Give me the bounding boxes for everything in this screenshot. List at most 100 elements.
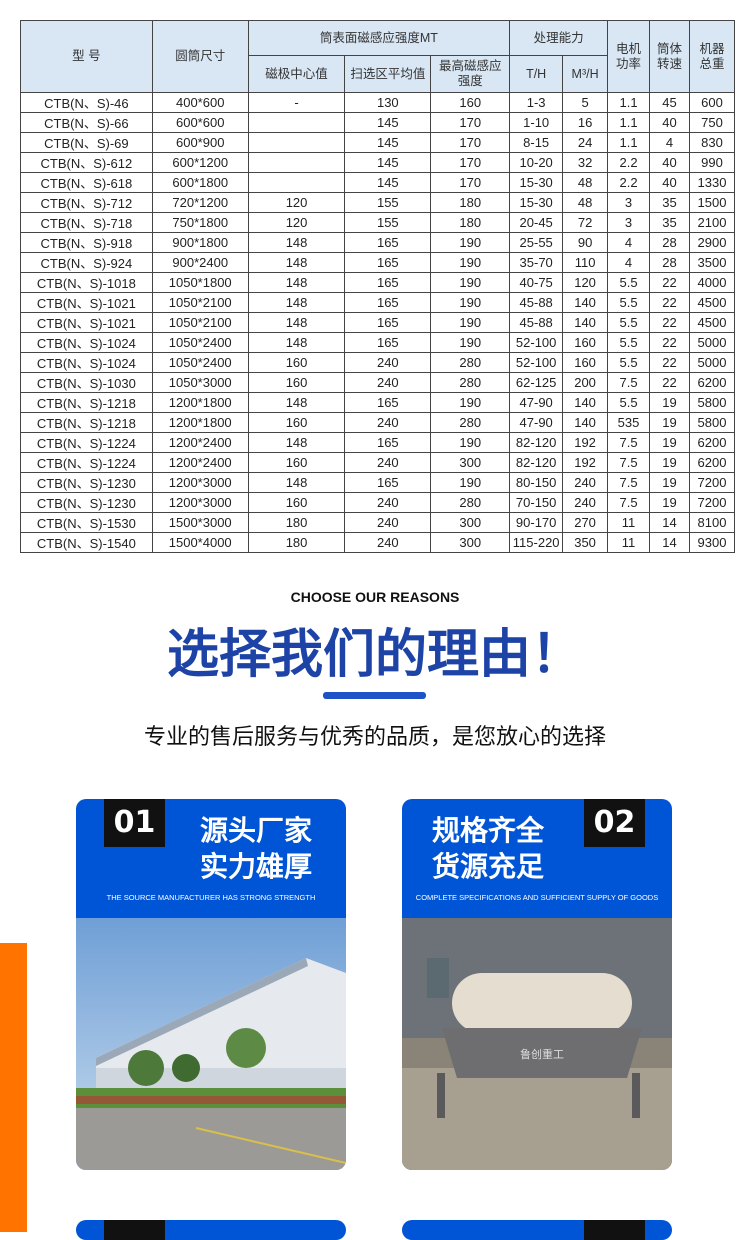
- table-cell: 45-88: [509, 312, 564, 333]
- header-avg: 扫选区平均值: [344, 55, 432, 93]
- table-cell: 240: [344, 452, 432, 473]
- table-cell: 2100: [688, 212, 736, 233]
- table-cell: 240: [344, 412, 432, 433]
- table-cell: 280: [430, 352, 511, 373]
- table-cell: 165: [344, 392, 432, 413]
- table-cell: 5800: [688, 412, 736, 433]
- header-m3h: M³/H: [562, 55, 609, 93]
- title-underline: [323, 692, 426, 699]
- table-cell: 7.5: [607, 432, 650, 453]
- table-cell: 190: [430, 312, 511, 333]
- table-cell: 5800: [688, 392, 736, 413]
- table-cell: CTB(N、S)-69: [20, 132, 153, 153]
- table-cell: 145: [344, 112, 432, 133]
- card-title: 源头厂家 实力雄厚: [200, 814, 313, 883]
- table-cell: 7.5: [607, 372, 650, 393]
- table-cell: 180: [430, 192, 511, 213]
- table-cell: 240: [344, 512, 432, 533]
- header-speed: 筒体转速: [649, 20, 690, 93]
- table-cell: 300: [430, 532, 511, 553]
- table-row: CTB(N、S)-1018 1050*1800 148 165 190 40-75 120 5…: [20, 272, 736, 293]
- table-cell: 130: [344, 92, 432, 113]
- table-row: CTB(N、S)-1530 1500*3000 180 240 300 90-170 270…: [20, 512, 736, 533]
- reason-card-2: 02 规格齐全 货源充足 COMPLETE SPECIFICATIONS AND …: [402, 799, 672, 1170]
- table-cell: 165: [344, 472, 432, 493]
- table-cell: 160: [562, 332, 609, 353]
- table-row: CTB(N、S)-1230 1200*3000 160 240 280 70-150 240…: [20, 492, 736, 513]
- table-row: CTB(N、S)-1021 1050*2100 148 165 190 45-88 140 5…: [20, 292, 736, 313]
- table-cell: 600*1200: [151, 152, 249, 173]
- table-cell: 1050*1800: [151, 272, 249, 293]
- table-cell: 180: [430, 212, 511, 233]
- table-row: CTB(N、S)-1021 1050*2100 148 165 190 45-88 140 5…: [20, 312, 736, 333]
- table-cell: 190: [430, 292, 511, 313]
- section-subtitle: 专业的售后服务与优秀的品质，是您放心的选择: [143, 725, 606, 750]
- table-cell: 165: [344, 292, 432, 313]
- table-cell: 5.5: [607, 312, 650, 333]
- table-cell: CTB(N、S)-1024: [20, 332, 153, 353]
- table-cell: CTB(N、S)-1230: [20, 472, 153, 493]
- table-cell: 10-20: [509, 152, 564, 173]
- table-cell: 40: [649, 152, 690, 173]
- table-cell: 32: [562, 152, 609, 173]
- table-row: CTB(N、S)-712 720*1200 120 155 180 15-30 48 3 35 1…: [20, 192, 736, 213]
- table-cell: 2900: [688, 232, 736, 253]
- table-cell: 80-150: [509, 472, 564, 493]
- table-cell: 160: [247, 372, 346, 393]
- table-cell: CTB(N、S)-718: [20, 212, 153, 233]
- table-cell: 1200*1800: [151, 412, 249, 433]
- table-row: CTB(N、S)-46 400*600-130 160 1-3 5 1.1 45 600: [20, 92, 736, 113]
- table-cell: 190: [430, 252, 511, 273]
- header-power: 电机功率: [607, 20, 650, 93]
- table-cell: 1200*3000: [151, 472, 249, 493]
- table-cell: 148: [247, 472, 346, 493]
- table-cell: 4: [649, 132, 690, 153]
- section-eyebrow: CHOOSE OUR REASONS: [290, 589, 460, 605]
- table-cell: 5.5: [607, 272, 650, 293]
- table-cell: 830: [688, 132, 736, 153]
- table-cell: 70-150: [509, 492, 564, 513]
- table-cell: CTB(N、S)-1218: [20, 392, 153, 413]
- table-cell: 600: [688, 92, 736, 113]
- card-title: 规格齐全 货源充足: [432, 814, 545, 883]
- table-cell: 22: [649, 332, 690, 353]
- table-cell: 170: [430, 132, 511, 153]
- table-cell: CTB(N、S)-618: [20, 172, 153, 193]
- table-cell: 22: [649, 352, 690, 373]
- table-cell: 72: [562, 212, 609, 233]
- table-cell: 148: [247, 232, 346, 253]
- table-row: CTB(N、S)-924 900*2400 148 165 190 35-70 110 4 28…: [20, 252, 736, 273]
- table-cell: 170: [430, 172, 511, 193]
- table-cell: 170: [430, 112, 511, 133]
- table-cell: 5: [562, 92, 609, 113]
- table-cell: 720*1200: [151, 192, 249, 213]
- table-cell: 16: [562, 112, 609, 133]
- table-cell: 19: [649, 412, 690, 433]
- table-cell: 5.5: [607, 292, 650, 313]
- header-th: T/H: [509, 55, 564, 93]
- table-cell: 62-125: [509, 372, 564, 393]
- table-cell: 9300: [688, 532, 736, 553]
- table-cell: 7.5: [607, 472, 650, 493]
- table-cell: 240: [562, 472, 609, 493]
- table-cell: 535: [607, 412, 650, 433]
- card-number-box: [104, 1220, 165, 1240]
- table-cell: 47-90: [509, 412, 564, 433]
- table-cell: 160: [247, 452, 346, 473]
- table-cell: 190: [430, 272, 511, 293]
- table-row: CTB(N、S)-1224 1200*2400 148 165 190 82-120 192…: [20, 432, 736, 453]
- table-cell: 14: [649, 532, 690, 553]
- table-cell: 190: [430, 392, 511, 413]
- table-cell: 155: [344, 212, 432, 233]
- table-cell: 190: [430, 332, 511, 353]
- table-row: CTB(N、S)-66 600*600 145 170 1-10 16 1.1 40 750: [20, 112, 736, 133]
- table-cell: CTB(N、S)-1540: [20, 532, 153, 553]
- table-cell: 1330: [688, 172, 736, 193]
- table-cell: CTB(N、S)-46: [20, 92, 153, 113]
- table-cell: 6200: [688, 452, 736, 473]
- table-cell: 90-170: [509, 512, 564, 533]
- table-cell: 35: [649, 192, 690, 213]
- table-cell: 192: [562, 452, 609, 473]
- table-cell: 120: [247, 192, 346, 213]
- table-cell: 280: [430, 492, 511, 513]
